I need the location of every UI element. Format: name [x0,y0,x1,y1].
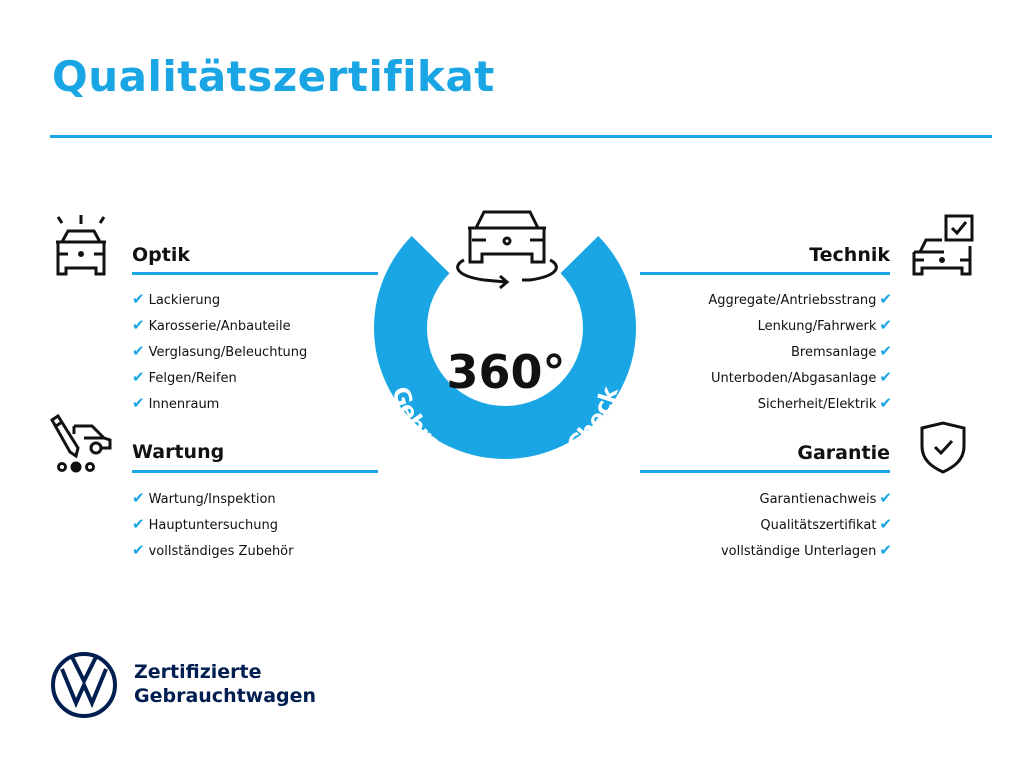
list-item: vollständige Unterlagen ✔ [720,541,892,559]
check-icon: ✔ [879,342,892,360]
check-icon: ✔ [879,489,892,507]
list-item: Aggregate/Antriebsstrang ✔ [708,290,892,308]
section-divider [132,470,378,473]
check-icon: ✔ [132,489,145,507]
list-item: ✔ Karosserie/Anbauteile [132,316,291,334]
360-check-ring: Gebrauchtwagen-Check 360° [374,210,636,484]
list-item: Sicherheit/Elektrik ✔ [757,394,892,412]
garantie-list: Garantienachweis ✔ Qualitätszertifikat ✔ v… [721,486,892,564]
check-icon: ✔ [132,515,145,533]
list-item: ✔ Verglasung/Beleuchtung [132,342,308,360]
check-icon: ✔ [879,394,892,412]
list-item: ✔ Lackierung [132,290,221,308]
check-icon: ✔ [132,368,145,386]
list-item: ✔ Felgen/Reifen [132,368,237,386]
check-icon: ✔ [132,541,145,559]
list-item: Garantienachweis ✔ [759,489,892,507]
list-item: ✔ Wartung/Inspektion [132,489,276,507]
title-divider [50,135,992,138]
check-icon: ✔ [132,342,145,360]
check-icon: ✔ [132,290,145,308]
shield-check-icon [920,421,966,474]
wartung-list: ✔ Wartung/Inspektion ✔ Hauptuntersuchung ✔… [132,486,293,564]
check-icon: ✔ [879,515,892,533]
list-item: ✔ vollständiges Zubehör [132,541,294,559]
optik-list: ✔ Lackierung ✔ Karosserie/Anbauteile ✔ Verg… [132,287,307,417]
footer-brand-text: Zertifizierte Gebrauchtwagen [134,660,316,708]
check-icon: ✔ [879,541,892,559]
360-label: 360° [446,345,565,399]
list-item: Lenkung/Fahrwerk ✔ [757,316,892,334]
car-rotate-icon [456,210,558,290]
check-icon: ✔ [879,316,892,334]
car-service-icon [50,414,112,473]
section-divider [640,272,890,275]
section-heading-technik: Technik [809,244,890,266]
section-divider [640,470,890,473]
section-heading-garantie: Garantie [797,442,890,464]
ring-band [374,236,636,459]
page-title: Qualitätszertifikat [52,52,495,101]
check-icon: ✔ [879,368,892,386]
check-icon: ✔ [132,316,145,334]
section-divider [132,272,378,275]
technik-list: Aggregate/Antriebsstrang ✔ Lenkung/Fahrwe… [708,287,892,417]
list-item: Bremsanlage ✔ [790,342,892,360]
car-lights-icon [56,215,106,276]
list-item: ✔ Innenraum [132,394,220,412]
check-icon: ✔ [879,290,892,308]
footer-line-2: Gebrauchtwagen [134,685,317,707]
section-heading-optik: Optik [132,244,190,266]
check-icon: ✔ [132,394,145,412]
vw-logo [51,652,117,718]
car-checkbox-icon [912,214,974,276]
list-item: ✔ Hauptuntersuchung [132,515,278,533]
list-item: Qualitätszertifikat ✔ [760,515,892,533]
section-heading-wartung: Wartung [132,441,225,463]
footer-line-1: Zertifizierte [134,661,262,683]
list-item: Unterboden/Abgasanlage ✔ [710,368,892,386]
